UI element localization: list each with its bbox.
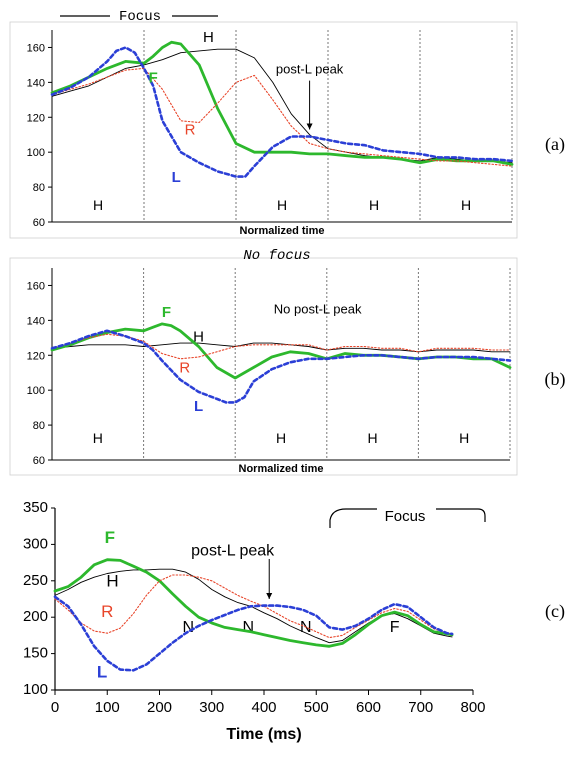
y-tick-label: 60 <box>33 217 45 229</box>
x-tick-label: 400 <box>251 699 276 716</box>
segment-label: H <box>459 430 469 446</box>
x-axis-label: Normalized time <box>240 225 325 237</box>
y-tick-label: 120 <box>27 350 45 362</box>
x-tick-label: 600 <box>356 699 381 716</box>
panel-frame <box>9 257 518 476</box>
y-tick-label: 200 <box>23 608 48 625</box>
y-tick-label: 250 <box>23 572 48 589</box>
segment-label: N <box>243 619 255 636</box>
x-tick-label: 800 <box>460 699 485 716</box>
panel-header: Focus <box>385 508 426 525</box>
series-annotation-H: H <box>203 29 214 46</box>
y-tick-label: 120 <box>27 112 45 124</box>
segment-label: H <box>369 197 379 213</box>
segment-label: H <box>277 197 287 213</box>
series-line-F <box>53 558 454 648</box>
series-annotation-F: F <box>162 304 171 321</box>
series-annotation-L: L <box>194 398 203 415</box>
y-tick-label: 60 <box>33 455 45 467</box>
y-tick-label: 100 <box>23 681 48 698</box>
x-tick-label: 500 <box>304 699 329 716</box>
series-annotation-H: H <box>106 572 118 591</box>
y-tick-label: 100 <box>27 147 45 159</box>
peak-arrow-head <box>306 123 313 130</box>
y-tick-label: 160 <box>27 42 45 54</box>
panel-label: (b) <box>545 369 566 390</box>
y-tick-label: 150 <box>23 645 48 662</box>
peak-annotation: post-L peak <box>191 542 275 559</box>
panel-header: Focus <box>119 9 161 25</box>
series-annotation-R: R <box>185 122 196 139</box>
x-tick-label: 300 <box>199 699 224 716</box>
peak-annotation: post-L peak <box>276 62 344 77</box>
segment-label: H <box>461 197 471 213</box>
series-line-L <box>50 329 512 404</box>
x-axis-label: Normalized time <box>239 463 324 475</box>
series-annotation-L: L <box>172 169 181 186</box>
segment-label: H <box>368 430 378 446</box>
series-line-L <box>50 46 514 178</box>
header-bracket-left <box>329 508 377 528</box>
segment-label: H <box>93 197 103 213</box>
segment-label: F <box>390 619 400 636</box>
panel-header: No focus <box>243 248 310 264</box>
series-annotation-R: R <box>101 602 113 621</box>
panel-label: (c) <box>545 601 565 622</box>
y-tick-label: 160 <box>27 280 45 292</box>
series-line-L <box>53 595 454 672</box>
panel-frame <box>9 21 518 239</box>
series-line-F <box>50 322 512 380</box>
series-annotation-H: H <box>193 328 204 345</box>
y-tick-label: 140 <box>27 77 45 89</box>
series-line-H <box>51 48 513 164</box>
peak-annotation: No post-L peak <box>274 301 362 316</box>
chart-panel-1: 60 80 100 120 140 160 H H H H Normalized time H F R Lp… <box>9 9 565 239</box>
series-annotation-F: F <box>105 528 115 547</box>
segment-label: H <box>93 430 103 446</box>
panel-label: (a) <box>545 134 565 155</box>
x-tick-label: 200 <box>147 699 172 716</box>
x-tick-label: 0 <box>51 699 59 716</box>
peak-arrow-head <box>266 593 273 599</box>
x-tick-label: 100 <box>95 699 120 716</box>
series-annotation-R: R <box>179 360 190 377</box>
series-line-H <box>51 342 511 353</box>
y-tick-label: 100 <box>27 385 45 397</box>
x-axis-label: Time (ms) <box>226 726 301 743</box>
y-tick-label: 80 <box>33 420 45 432</box>
y-tick-label: 350 <box>23 499 48 516</box>
y-tick-label: 300 <box>23 535 48 552</box>
segment-label: N <box>182 619 194 636</box>
y-tick-label: 80 <box>33 182 45 194</box>
series-annotation-F: F <box>149 69 158 86</box>
series-line-R <box>54 574 453 639</box>
series-line-F <box>50 40 514 166</box>
series-line-R <box>51 67 513 167</box>
header-bracket-right <box>436 508 486 522</box>
segment-label: H <box>276 430 286 446</box>
series-annotation-L: L <box>97 663 107 682</box>
y-tick-label: 140 <box>27 315 45 327</box>
x-tick-label: 700 <box>408 699 433 716</box>
chart-panel-2: 60 80 100 120 140 160 H H H H Normalized time H F R L N… <box>9 248 566 476</box>
